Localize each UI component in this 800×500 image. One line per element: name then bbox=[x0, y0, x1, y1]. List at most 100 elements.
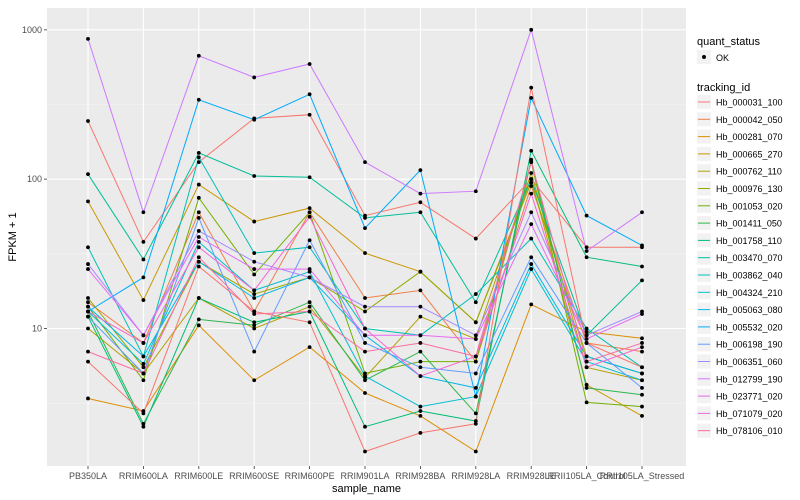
data-point bbox=[584, 255, 589, 260]
data-point bbox=[307, 267, 312, 271]
legend-tracking-id: tracking_id Hb_000031_100Hb_000042_050Hb… bbox=[697, 82, 783, 438]
data-point bbox=[86, 199, 90, 204]
data-point bbox=[141, 333, 146, 338]
data-point bbox=[363, 333, 367, 338]
data-point bbox=[196, 323, 201, 328]
data-point bbox=[529, 171, 534, 175]
data-point bbox=[252, 288, 257, 293]
data-point bbox=[86, 300, 90, 305]
data-point bbox=[141, 365, 146, 370]
legend-label: Hb_000281_070 bbox=[716, 132, 783, 142]
data-point bbox=[141, 361, 146, 366]
legend-item: Hb_001411_050 bbox=[697, 216, 782, 231]
data-point bbox=[529, 255, 534, 260]
data-point bbox=[529, 302, 534, 307]
data-point bbox=[418, 269, 423, 274]
data-point bbox=[584, 400, 589, 405]
data-point bbox=[529, 96, 534, 100]
data-point bbox=[640, 371, 644, 376]
data-point bbox=[584, 354, 589, 359]
data-point bbox=[307, 275, 312, 280]
legend-label: Hb_003470_070 bbox=[716, 253, 783, 263]
data-point bbox=[363, 349, 367, 354]
legend-item: Hb_001053_020 bbox=[697, 198, 783, 213]
data-point bbox=[86, 396, 90, 401]
data-point bbox=[196, 264, 201, 269]
legend-label: Hb_023771_020 bbox=[716, 392, 783, 402]
legend-item: Hb_003862_040 bbox=[697, 268, 783, 282]
data-point bbox=[640, 278, 644, 283]
legend-label: Hb_000031_100 bbox=[716, 98, 783, 108]
data-point bbox=[252, 309, 257, 314]
legend-label: Hb_001053_020 bbox=[716, 201, 783, 211]
data-point bbox=[141, 257, 146, 262]
data-point bbox=[529, 210, 534, 215]
legend-item: Hb_071079_020 bbox=[697, 406, 783, 421]
legend-item: Hb_078106_010 bbox=[697, 423, 783, 438]
x-tick-label: RRII105LA_Control bbox=[548, 471, 626, 481]
data-point bbox=[584, 359, 589, 364]
data-point bbox=[252, 117, 257, 122]
data-point bbox=[141, 210, 146, 215]
data-point bbox=[86, 119, 90, 123]
data-point bbox=[363, 251, 367, 255]
legend-label: Hb_000976_130 bbox=[716, 184, 783, 194]
data-point bbox=[86, 349, 90, 354]
data-point bbox=[473, 419, 478, 423]
data-point bbox=[473, 236, 478, 241]
data-point bbox=[141, 371, 146, 376]
data-point bbox=[640, 243, 644, 248]
legend-label: Hb_006351_060 bbox=[716, 357, 783, 367]
data-point bbox=[584, 329, 589, 334]
data-point bbox=[141, 424, 146, 429]
data-point bbox=[640, 312, 644, 316]
data-point bbox=[363, 424, 367, 429]
data-point bbox=[196, 229, 201, 233]
data-point bbox=[141, 240, 146, 244]
legend-item: Hb_004324_210 bbox=[697, 285, 783, 300]
data-point bbox=[86, 296, 90, 300]
data-point bbox=[252, 296, 257, 300]
legend-item: Hb_000665_270 bbox=[697, 146, 783, 161]
series-points bbox=[86, 27, 644, 454]
x-tick-label: RRIM600SE bbox=[229, 471, 279, 481]
data-point bbox=[418, 365, 423, 370]
data-point bbox=[363, 216, 367, 220]
data-point bbox=[418, 191, 423, 196]
data-point bbox=[252, 251, 257, 255]
data-point bbox=[86, 304, 90, 309]
data-point bbox=[473, 371, 478, 376]
data-point bbox=[363, 378, 367, 383]
data-point bbox=[363, 391, 367, 395]
data-point bbox=[363, 374, 367, 378]
legend-item: Hb_000042_050 bbox=[697, 112, 783, 127]
x-tick-label: RRII105LA_Stressed bbox=[600, 471, 685, 481]
legend-item: Hb_005532_020 bbox=[697, 319, 783, 334]
data-point bbox=[584, 213, 589, 218]
data-point bbox=[584, 382, 589, 387]
data-point bbox=[529, 267, 534, 271]
data-point bbox=[473, 421, 478, 426]
x-tick-label: RRIM901LA bbox=[340, 471, 389, 481]
data-point bbox=[640, 210, 644, 215]
x-axis-ticks: PB350LA RRIM600LA RRIM600LE RRIM600SE RRIM60… bbox=[69, 466, 684, 481]
legend-item: Hb_000281_070 bbox=[697, 129, 783, 144]
data-point bbox=[196, 53, 201, 58]
data-point bbox=[86, 309, 90, 314]
data-point bbox=[640, 404, 644, 409]
data-point bbox=[196, 216, 201, 220]
data-point bbox=[363, 371, 367, 376]
legend-tracking-id-items: Hb_000031_100 Hb_000042_050 Hb_000281_070 H… bbox=[697, 95, 783, 438]
data-point bbox=[584, 341, 589, 345]
data-point bbox=[363, 226, 367, 231]
legend-item: Hb_000762_110 bbox=[697, 164, 782, 179]
data-point bbox=[307, 309, 312, 314]
data-point bbox=[196, 195, 201, 200]
data-point bbox=[640, 345, 644, 350]
data-point bbox=[473, 337, 478, 341]
data-point bbox=[418, 210, 423, 215]
data-point bbox=[418, 314, 423, 319]
data-point bbox=[141, 298, 146, 302]
x-tick-label: RRIM928BA bbox=[395, 471, 445, 481]
